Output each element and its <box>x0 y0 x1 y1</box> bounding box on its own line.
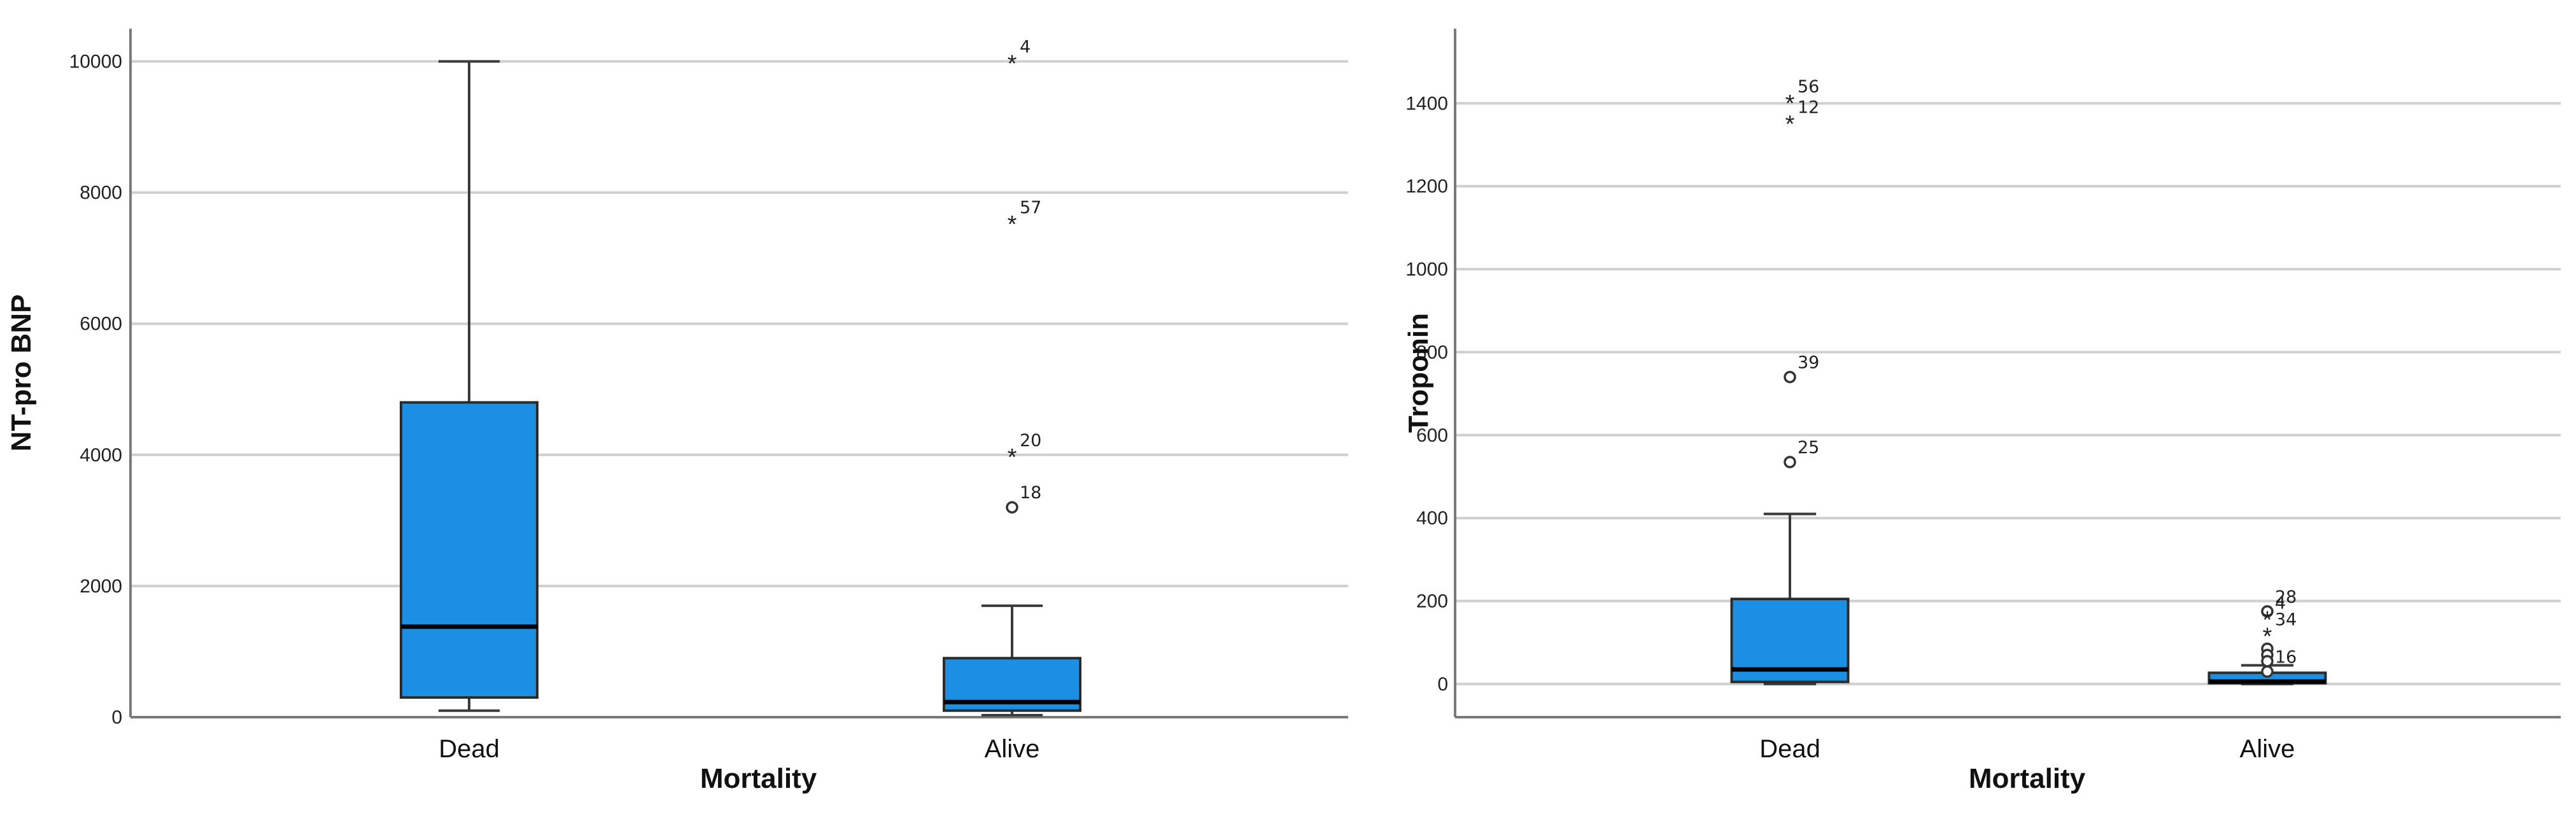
outlier-star: * <box>1008 211 1017 238</box>
outlier-circle <box>1784 456 1796 468</box>
y-axis-title: Troponin <box>1403 313 1434 433</box>
outlier-star: * <box>1785 111 1795 138</box>
outlier-circle <box>2261 655 2274 668</box>
outlier-circle <box>1006 501 1018 514</box>
outlier-label: 16 <box>2275 647 2297 667</box>
iqr-box <box>400 401 538 699</box>
outlier-label: 18 <box>1020 483 1041 503</box>
y-tick-label: 0 <box>111 707 122 728</box>
y-tick-label: 2000 <box>80 576 122 597</box>
troponin-boxplot: 0 200 400 600 800 1000 1200 1400 Troponin Mortali… <box>1403 29 2561 794</box>
outlier-label: 34 <box>2275 610 2297 630</box>
outlier-star: * <box>1785 90 1795 117</box>
outlier-label: 56 <box>1798 77 1819 97</box>
outlier-label: 25 <box>1798 438 1819 458</box>
nt-pro-bnp-boxplot: 0 2000 4000 6000 8000 10000 NT-pro BNP Mortalit… <box>6 29 1348 794</box>
y-tick-label: 6000 <box>80 314 122 335</box>
outlier-label: 4 <box>1020 38 1031 57</box>
y-tick-label: 1200 <box>1405 176 1448 197</box>
outlier-star: * <box>1008 51 1017 78</box>
outlier-label: 28 <box>2275 587 2297 607</box>
category-label-alive: Alive <box>2240 735 2295 763</box>
y-tick-label: 8000 <box>80 183 122 204</box>
y-tick-label: 600 <box>1416 425 1448 446</box>
box-dead: *56*12 39 25 <box>1730 77 1850 685</box>
y-tick-label: 800 <box>1416 342 1448 363</box>
outlier-star: * <box>1008 444 1017 471</box>
y-tick-label: 10000 <box>69 52 122 73</box>
category-label-dead: Dead <box>1759 735 1820 763</box>
outlier-label: 4 <box>2275 594 2286 613</box>
x-axis-title: Mortality <box>700 763 817 794</box>
y-tick-label: 0 <box>1437 674 1448 695</box>
y-tick-label: 4000 <box>80 445 122 466</box>
y-tick-label: 400 <box>1416 508 1448 529</box>
outlier-label: 57 <box>1020 198 1041 218</box>
outlier-star: * <box>2263 607 2272 634</box>
y-axis-title: NT-pro BNP <box>6 295 37 452</box>
outlier-circle <box>1784 370 1796 384</box>
category-label-alive: Alive <box>985 735 1040 763</box>
outlier-circle <box>2261 605 2274 618</box>
box-dead <box>400 60 538 712</box>
category-label-dead: Dead <box>439 735 500 763</box>
y-tick-label: 1400 <box>1405 93 1448 114</box>
y-tick-label: 1000 <box>1405 259 1448 280</box>
y-tick-label: 200 <box>1416 591 1448 612</box>
outlier-circle <box>2261 665 2274 678</box>
outlier-label: 39 <box>1798 353 1819 373</box>
outlier-label: 12 <box>1798 98 1819 118</box>
outlier-label: 20 <box>1020 431 1041 451</box>
x-axis-title: Mortality <box>1969 763 2086 794</box>
